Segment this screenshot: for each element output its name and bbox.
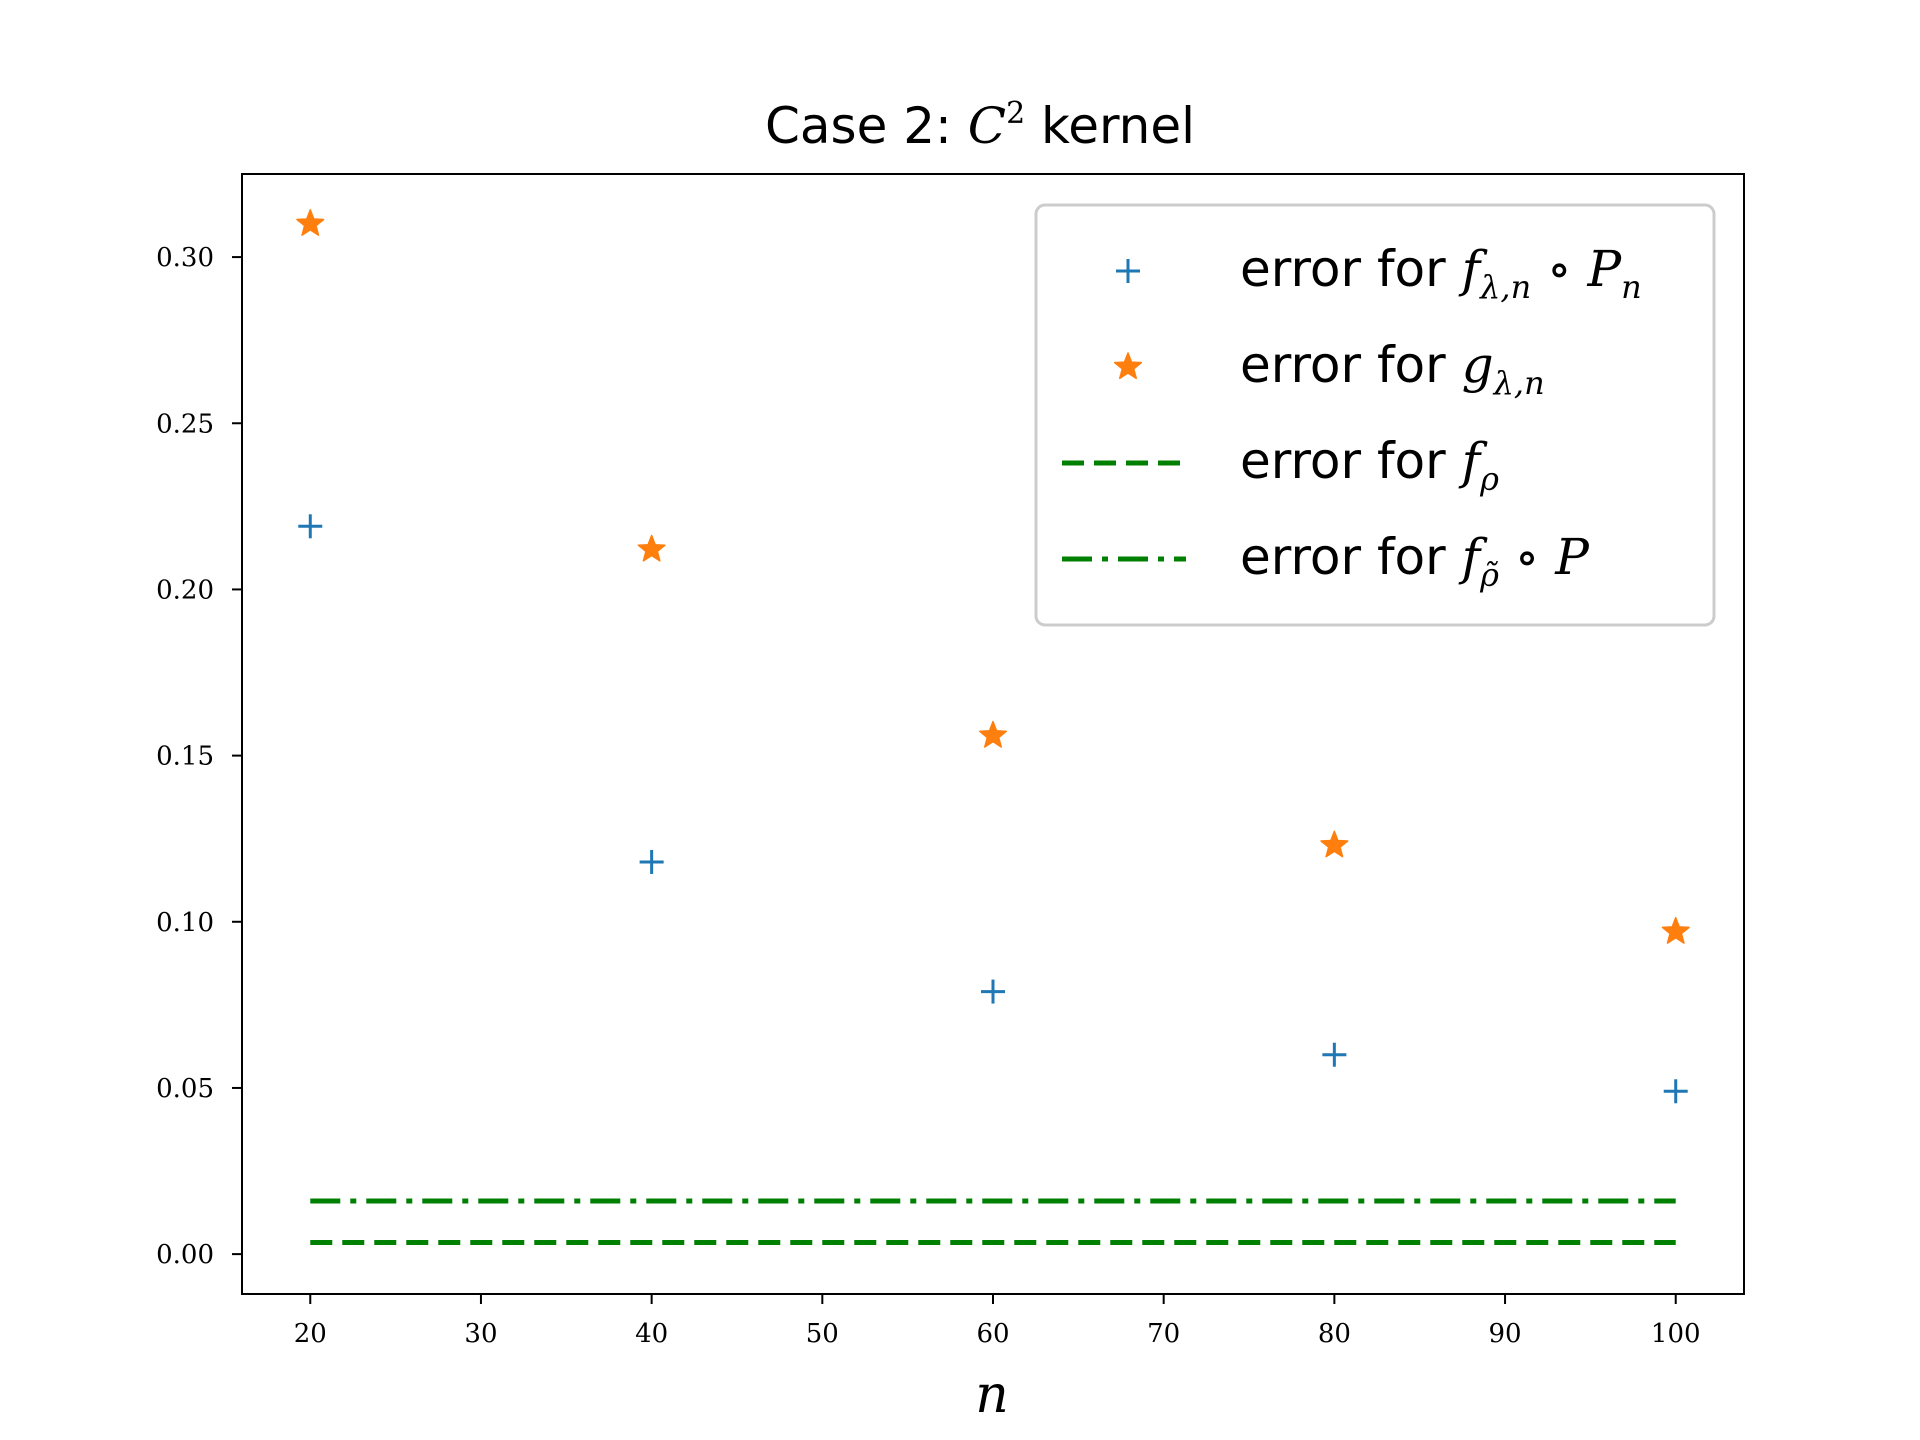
series-layer xyxy=(296,209,1690,1245)
legend-label: error for fρ xyxy=(1240,432,1499,498)
y-tick-label: 0.20 xyxy=(156,575,214,605)
data-point-star xyxy=(637,534,666,562)
legend-entry: error for gλ,n xyxy=(1113,336,1545,402)
y-tick-label: 0.00 xyxy=(156,1240,214,1270)
data-point-plus xyxy=(1663,1079,1688,1104)
legend-marker-plus xyxy=(1116,259,1140,283)
x-axis: 20 30 40 50 60 70 80 90 100 xyxy=(294,1294,1701,1349)
chart-title-symbol: C xyxy=(968,97,1006,155)
data-point-plus xyxy=(981,979,1005,1004)
y-tick-label: 0.10 xyxy=(156,908,214,938)
series-0 xyxy=(298,514,1688,1104)
chart-title-suffix: kernel xyxy=(1025,97,1195,155)
legend-entry: error for fρ xyxy=(1062,432,1499,498)
x-tick-label: 20 xyxy=(294,1319,327,1349)
legend-entry: error for fρ̃ ∘ P xyxy=(1062,528,1590,594)
legend-box xyxy=(1034,203,1716,627)
y-tick-label: 0.25 xyxy=(156,409,214,439)
data-point-star xyxy=(296,209,325,236)
data-point-plus xyxy=(639,849,664,874)
y-tick-label: 0.05 xyxy=(156,1074,214,1104)
x-tick-label: 90 xyxy=(1488,1319,1521,1349)
data-point-star xyxy=(1661,916,1690,944)
chart-title-superscript: 2 xyxy=(1006,96,1025,131)
y-tick-label: 0.30 xyxy=(156,243,214,273)
legend-label-subscript: λ,n xyxy=(1492,364,1545,402)
x-tick-label: 100 xyxy=(1651,1319,1701,1349)
legend-label: error for gλ,n xyxy=(1240,336,1545,402)
x-tick-label: 30 xyxy=(464,1319,497,1349)
legend-label-symbol-2: P xyxy=(1586,240,1622,298)
legend-label-symbol: g xyxy=(1462,336,1494,394)
x-tick-label: 80 xyxy=(1318,1319,1351,1349)
data-point-plus xyxy=(298,514,323,539)
legend-label-subscript-2: n xyxy=(1621,268,1642,306)
y-tick-label: 0.15 xyxy=(156,742,214,772)
legend-entry: error for fλ,n ∘ Pn xyxy=(1116,240,1642,306)
chart-title-prefix: Case 2: xyxy=(765,97,968,155)
legend-label-subscript: ρ xyxy=(1479,460,1499,498)
legend-label-prefix: error for xyxy=(1240,528,1462,586)
x-tick-label: 70 xyxy=(1147,1319,1180,1349)
chart-title: Case 2: C2 kernel xyxy=(765,96,1195,155)
legend-label-subscript: λ,n xyxy=(1478,268,1531,306)
data-point-plus xyxy=(1322,1042,1347,1067)
legend-label-operator: ∘ xyxy=(1531,240,1587,298)
x-axis-label: n xyxy=(975,1365,1009,1425)
legend-label-prefix: error for xyxy=(1240,240,1462,298)
x-tick-label: 40 xyxy=(635,1319,668,1349)
legend-label-operator: ∘ xyxy=(1499,528,1555,586)
data-point-star xyxy=(978,720,1008,748)
legend-label: error for fλ,n ∘ Pn xyxy=(1240,240,1642,306)
data-point-star xyxy=(1320,830,1349,858)
legend-label-subscript: ρ̃ xyxy=(1479,556,1499,594)
legend-label-symbol-2: P xyxy=(1554,528,1590,586)
legend-label: error for fρ̃ ∘ P xyxy=(1240,528,1590,594)
legend-label-prefix: error for xyxy=(1240,432,1462,490)
series-1 xyxy=(296,209,1690,944)
legend-label-prefix: error for xyxy=(1240,336,1462,394)
x-tick-label: 50 xyxy=(806,1319,839,1349)
x-tick-label: 60 xyxy=(976,1319,1009,1349)
y-axis: 0.00 0.05 0.10 0.15 0.20 0.25 0.30 xyxy=(156,243,242,1270)
legend-marker-star xyxy=(1113,352,1143,380)
